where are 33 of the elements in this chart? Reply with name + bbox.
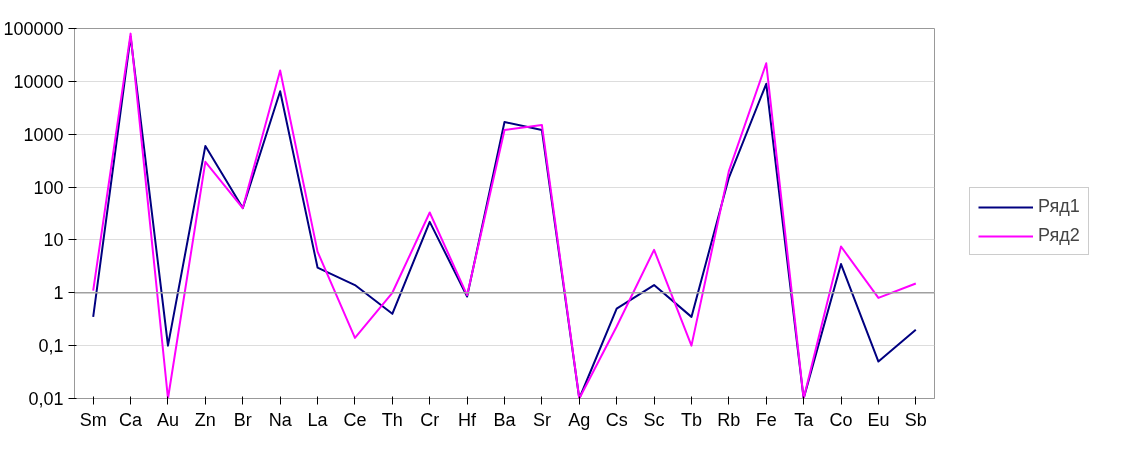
x-tick-label: Eu [867, 409, 890, 430]
x-tick-label: Cr [420, 409, 440, 430]
x-tick-label: Br [233, 409, 252, 430]
y-tick-label: 100000 [3, 19, 64, 39]
y-tick-label: 10000 [13, 71, 64, 92]
x-tick-label: Zn [194, 409, 216, 430]
x-tick-label: Fe [755, 409, 777, 430]
x-tick-label: Th [381, 409, 403, 430]
y-tick-label: 100 [33, 177, 64, 198]
x-tick-label: Rb [717, 409, 741, 430]
legend-label: Ряд1 [1038, 196, 1080, 217]
x-tick-label: Cs [605, 409, 628, 430]
x-tick-label: Sr [532, 409, 551, 430]
x-tick-label: Tb [680, 409, 702, 430]
y-tick-label: 10 [43, 230, 64, 251]
x-tick-label: Co [829, 409, 853, 430]
x-tick-label: La [307, 409, 329, 430]
x-tick-label: Hf [458, 409, 478, 430]
x-tick-label: Sm [79, 409, 107, 430]
x-tick-label: Ca [119, 409, 144, 430]
x-tick-label: Na [268, 409, 293, 430]
x-tick-label: Sc [643, 409, 665, 430]
x-tick-label: Ta [794, 409, 815, 430]
x-tick-label: Ba [493, 409, 517, 430]
legend-label: Ряд2 [1038, 225, 1080, 246]
y-tick-label: 1000 [23, 124, 64, 145]
x-tick-label: Ce [343, 409, 367, 430]
x-tick-label: Au [156, 409, 179, 430]
y-tick-label: 0,01 [28, 389, 64, 409]
y-tick-label: 1 [53, 283, 64, 304]
x-tick-label: Ag [568, 409, 591, 430]
y-tick-label: 0,1 [38, 336, 64, 357]
x-tick-label: Sb [904, 409, 927, 430]
